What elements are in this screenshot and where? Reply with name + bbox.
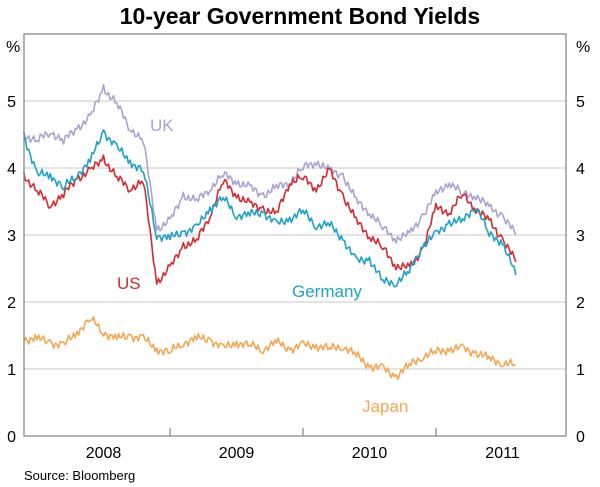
- series-label-germany: Germany: [292, 282, 362, 301]
- y-tick-label-right: 3: [576, 228, 585, 245]
- source-note: Source: Bloomberg: [24, 468, 135, 483]
- y-tick-label-right: 5: [576, 94, 585, 111]
- plot-frame: [23, 33, 567, 437]
- y-tick-label-right: 2: [576, 295, 585, 312]
- y-tick-label-left: 2: [7, 295, 16, 312]
- y-tick-label-left: 5: [7, 94, 16, 111]
- y-tick-label-left: 1: [7, 362, 16, 379]
- y-tick-label-left: 0: [7, 429, 16, 446]
- series-line-germany: [22, 129, 517, 288]
- chart-title: 10-year Government Bond Yields: [120, 3, 480, 29]
- x-tick-label: 2011: [485, 445, 520, 462]
- series-label-uk: UK: [150, 116, 174, 135]
- series-line-uk: [22, 84, 517, 244]
- x-tick-label: 2010: [352, 445, 388, 462]
- series-label-us: US: [117, 274, 141, 293]
- y-tick-label-right: 0: [576, 429, 585, 446]
- y-tick-label-right: 1: [576, 362, 585, 379]
- y-axis-unit-right: %: [576, 39, 590, 56]
- series-line-us: [22, 154, 517, 285]
- y-axis-unit-left: %: [6, 39, 20, 56]
- x-tick-label: 2009: [219, 445, 255, 462]
- x-tick-label: 2008: [86, 445, 122, 462]
- y-tick-label-right: 4: [576, 161, 585, 178]
- series-label-japan: Japan: [362, 397, 408, 416]
- y-tick-label-left: 4: [7, 161, 16, 178]
- y-tick-label-left: 3: [7, 228, 16, 245]
- series-line-japan: [22, 315, 517, 381]
